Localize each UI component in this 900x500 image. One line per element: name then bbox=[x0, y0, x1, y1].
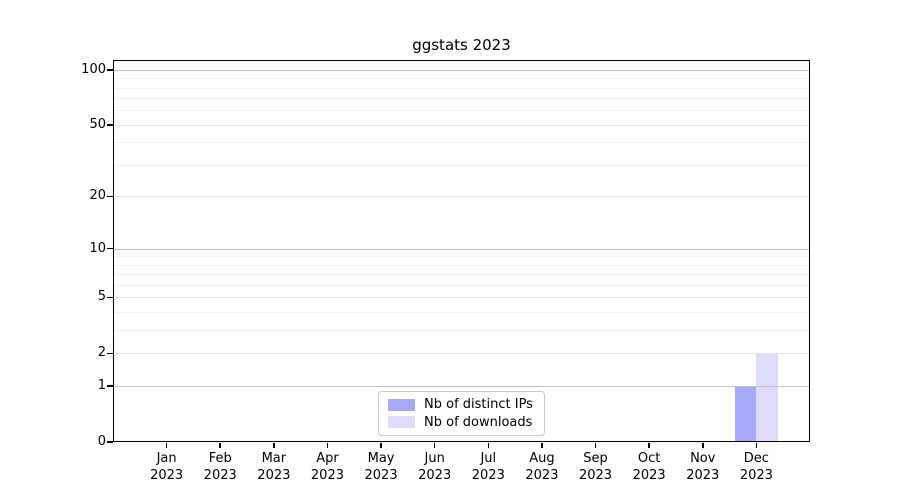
y-tick bbox=[107, 247, 113, 250]
x-tick-label: Jul 2023 bbox=[471, 451, 505, 483]
gridline-minor bbox=[113, 285, 810, 287]
gridline-minor bbox=[113, 312, 810, 314]
x-tick bbox=[755, 443, 758, 448]
gridline-minor bbox=[113, 330, 810, 332]
x-tick bbox=[541, 443, 543, 448]
y-tick bbox=[107, 195, 113, 198]
plot-area bbox=[113, 60, 810, 442]
x-tick-label: Mar 2023 bbox=[257, 451, 291, 483]
legend: Nb of distinct IPs Nb of downloads bbox=[378, 391, 545, 436]
chart-title: ggstats 2023 bbox=[412, 36, 511, 54]
x-tick-label: Dec 2023 bbox=[739, 451, 773, 483]
y-tick bbox=[107, 385, 113, 387]
y-tick-label: 50 bbox=[89, 116, 106, 132]
legend-label-distinct-ips: Nb of distinct IPs bbox=[424, 397, 533, 413]
bar-nb-of-distinct-ips bbox=[734, 386, 757, 442]
x-tick bbox=[326, 443, 329, 448]
x-tick bbox=[273, 443, 275, 448]
y-tick-label: 1 bbox=[97, 378, 106, 394]
gridline-minor bbox=[113, 264, 810, 266]
x-tick bbox=[648, 443, 650, 448]
gridline-minor bbox=[113, 78, 810, 80]
gridline-100 bbox=[113, 69, 810, 71]
y-tick bbox=[107, 352, 113, 355]
y-tick bbox=[107, 441, 113, 443]
y-tick bbox=[107, 296, 113, 299]
legend-swatch-distinct-ips bbox=[388, 398, 415, 411]
bars-layer bbox=[113, 60, 810, 442]
y-tick-label: 2 bbox=[97, 345, 106, 361]
y-tick-label: 5 bbox=[97, 289, 106, 305]
gridline-2 bbox=[113, 353, 810, 355]
x-tick bbox=[433, 443, 436, 448]
x-tick-label: Oct 2023 bbox=[632, 451, 666, 483]
x-tick-label: Nov 2023 bbox=[686, 451, 720, 483]
x-tick bbox=[165, 443, 168, 448]
x-tick-label: Aug 2023 bbox=[525, 451, 559, 483]
gridline-1 bbox=[113, 386, 810, 388]
legend-item-downloads: Nb of downloads bbox=[388, 415, 535, 430]
legend-swatch-downloads bbox=[388, 416, 415, 429]
x-tick bbox=[219, 443, 221, 448]
x-tick-label: Feb 2023 bbox=[203, 451, 237, 483]
gridline-20 bbox=[113, 196, 810, 198]
x-tick-label: May 2023 bbox=[364, 451, 398, 483]
gridline-10 bbox=[113, 248, 810, 250]
gridline-minor bbox=[113, 87, 810, 89]
x-tick bbox=[702, 443, 704, 448]
gridline-minor bbox=[113, 274, 810, 276]
gridline-50 bbox=[113, 124, 810, 126]
gridline-minor bbox=[113, 110, 810, 112]
x-tick bbox=[380, 443, 382, 448]
y-tick-label: 20 bbox=[89, 188, 106, 204]
y-tick-label: 0 bbox=[97, 434, 106, 449]
x-tick-label: Apr 2023 bbox=[310, 451, 344, 483]
gridline-5 bbox=[113, 297, 810, 299]
gridline-minor bbox=[113, 256, 810, 258]
x-tick-label: Sep 2023 bbox=[578, 451, 613, 483]
y-tick bbox=[107, 124, 113, 126]
gridlines-layer bbox=[113, 60, 810, 442]
gridline-minor bbox=[113, 165, 810, 167]
legend-label-downloads: Nb of downloads bbox=[424, 414, 533, 430]
y-tick-label: 100 bbox=[81, 61, 106, 77]
y-tick-label: 10 bbox=[89, 240, 106, 256]
gridline-minor bbox=[113, 142, 810, 144]
bar-nb-of-downloads bbox=[756, 353, 778, 442]
legend-item-distinct-ips: Nb of distinct IPs bbox=[388, 397, 535, 412]
y-tick bbox=[107, 69, 113, 71]
x-tick bbox=[594, 443, 597, 448]
x-tick-label: Jun 2023 bbox=[418, 451, 452, 483]
x-tick bbox=[487, 443, 490, 448]
x-tick-label: Jan 2023 bbox=[150, 451, 184, 483]
gridline-minor bbox=[113, 98, 810, 100]
